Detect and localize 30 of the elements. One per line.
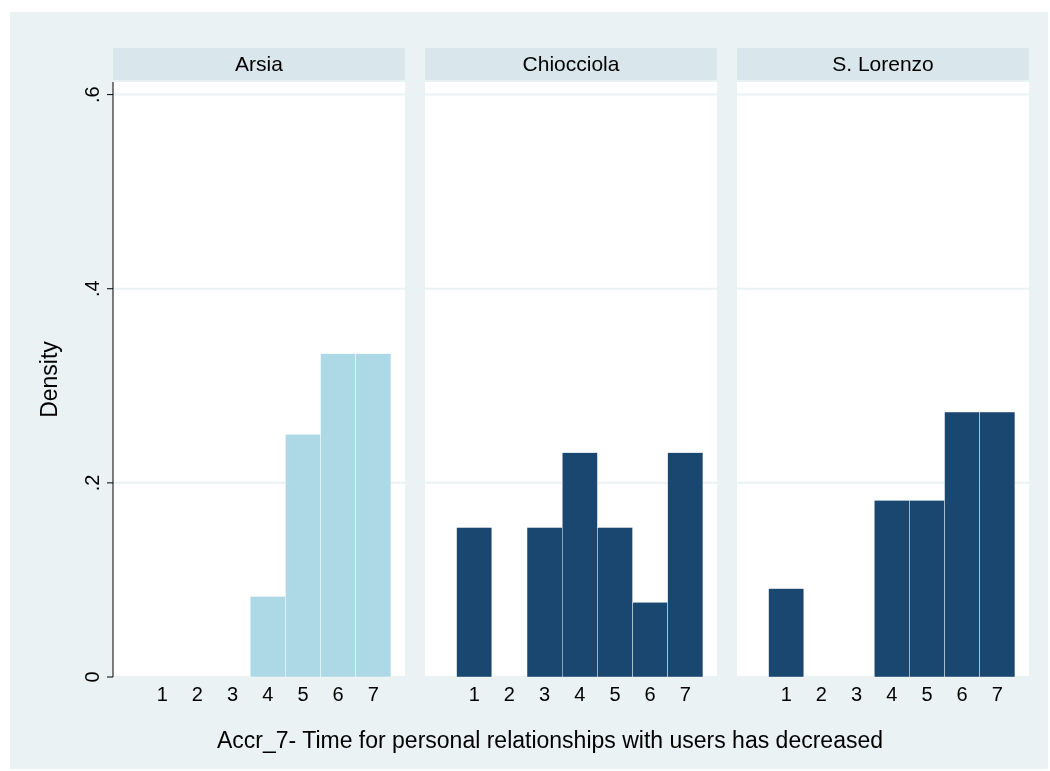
x-tick-label: 5 xyxy=(297,683,309,705)
x-tick-label: 7 xyxy=(367,683,379,705)
x-tick-label: 5 xyxy=(609,683,621,705)
x-tick-label: 4 xyxy=(574,683,586,705)
x-tick-label: 7 xyxy=(679,683,691,705)
x-tick-label: 3 xyxy=(539,683,551,705)
x-tick-label: 3 xyxy=(227,683,239,705)
x-tick-label: 4 xyxy=(886,683,898,705)
x-tick-label: 1 xyxy=(780,683,792,705)
x-tick-label: 7 xyxy=(991,683,1003,705)
y-tick-label: 0 xyxy=(81,671,103,683)
x-tick-label: 2 xyxy=(815,683,827,705)
chart-title: Arsia xyxy=(235,52,284,75)
x-axis-title: Accr_7- Time for personal relationships with users has decreased xyxy=(216,727,884,753)
x-tick-label: 4 xyxy=(262,683,274,705)
y-tick-label: .4 xyxy=(81,280,103,298)
x-tick-label: 6 xyxy=(332,683,344,705)
x-tick-label: 6 xyxy=(956,683,968,705)
x-tick-label: 5 xyxy=(921,683,933,705)
chart-title: Chiocciola xyxy=(522,52,620,75)
x-tick-label: 1 xyxy=(468,683,480,705)
x-tick-label: 6 xyxy=(644,683,656,705)
y-tick-label: .2 xyxy=(81,474,103,492)
x-tick-label: 1 xyxy=(156,683,168,705)
x-tick-label: 2 xyxy=(191,683,203,705)
x-tick-label: 2 xyxy=(503,683,515,705)
y-axis-title: Density xyxy=(36,340,62,418)
x-tick-label: 3 xyxy=(851,683,863,705)
y-tick-label: .6 xyxy=(81,86,103,103)
chart-title: S. Lorenzo xyxy=(832,52,934,75)
